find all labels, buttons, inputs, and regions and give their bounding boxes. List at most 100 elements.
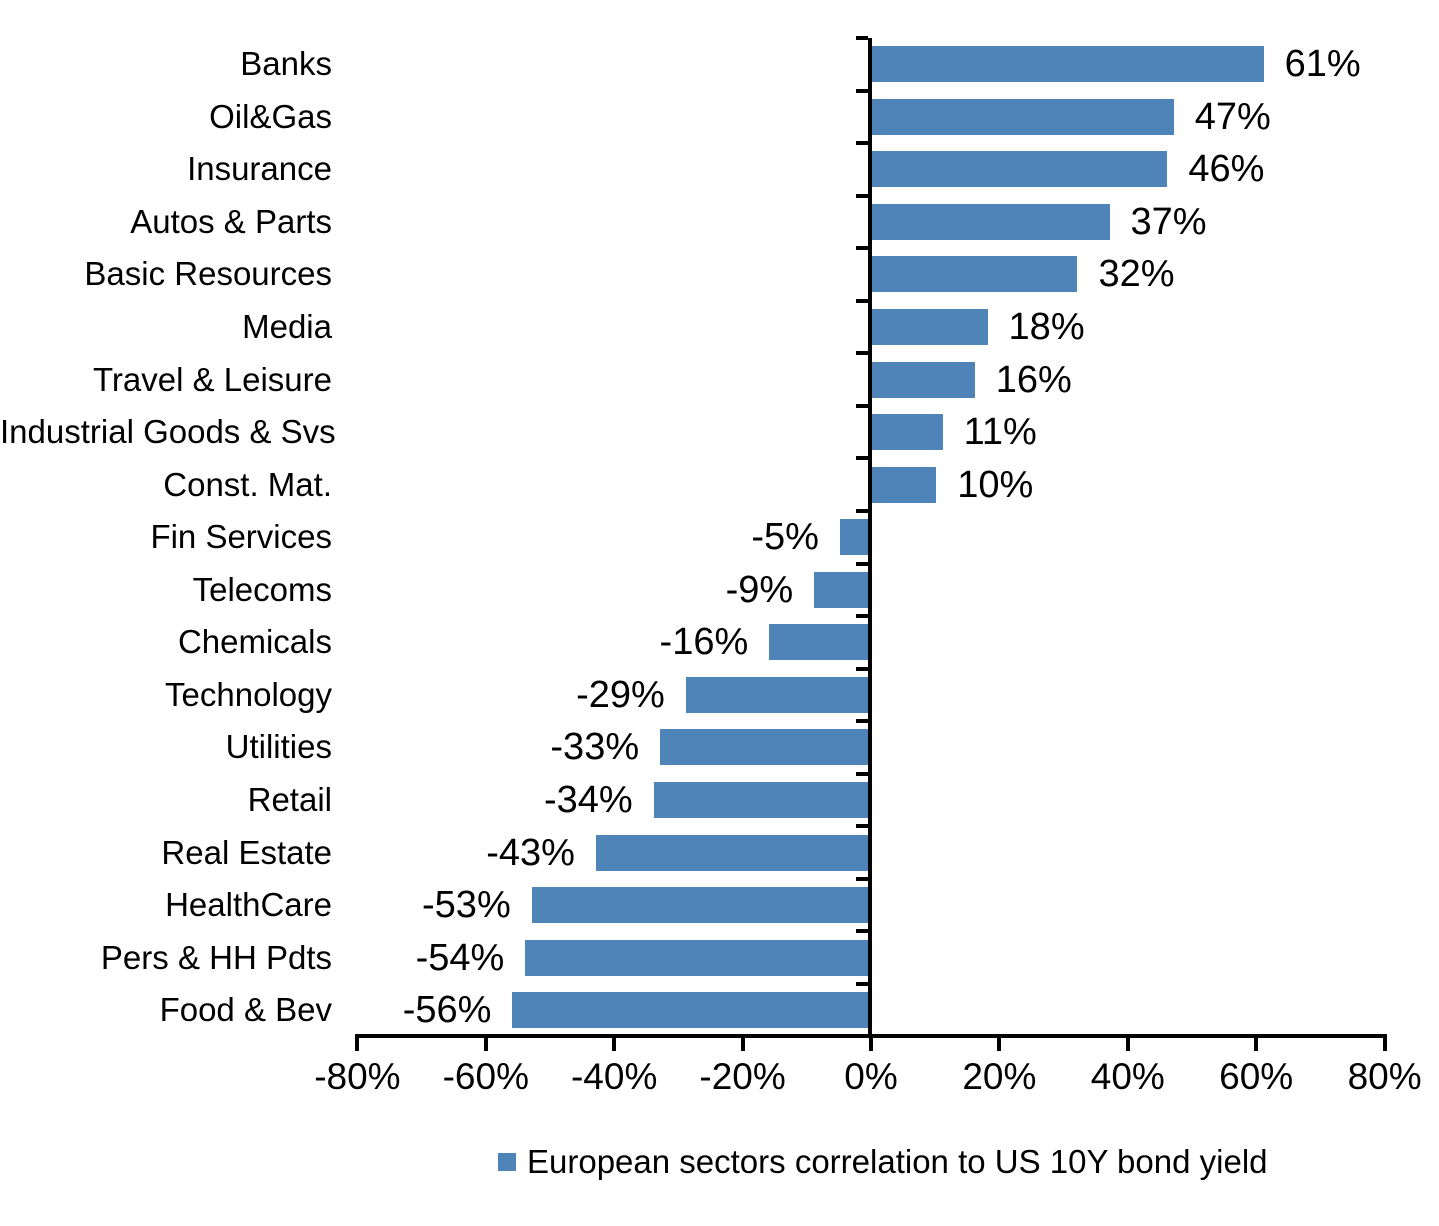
value-label: 47% — [1194, 95, 1271, 138]
value-axis-line — [355, 1034, 1387, 1038]
value-label: -56% — [402, 989, 492, 1032]
category-axis-tick — [856, 929, 868, 934]
category-axis-tick — [856, 141, 868, 146]
bar — [685, 676, 872, 713]
bar — [872, 46, 1264, 83]
category-axis-tick — [856, 614, 868, 619]
value-axis-tick — [740, 1038, 745, 1051]
bar — [525, 939, 872, 976]
category-axis-line — [868, 38, 872, 1038]
value-axis-tick-label: 20% — [962, 1056, 1037, 1097]
bar — [872, 414, 943, 451]
category-axis-tick — [856, 719, 868, 724]
category-axis-tick — [856, 298, 868, 303]
category-label: Food & Bev — [159, 991, 332, 1029]
category-axis-tick — [856, 456, 868, 461]
bar — [512, 992, 872, 1029]
category-label: Media — [242, 308, 332, 346]
legend: European sectors correlation to US 10Y b… — [498, 1140, 1268, 1184]
value-axis-tick — [483, 1038, 488, 1051]
category-label: Pers & HH Pdts — [100, 938, 332, 976]
bar — [814, 571, 872, 608]
category-label: Telecoms — [192, 570, 332, 608]
value-label: 61% — [1284, 43, 1361, 86]
value-axis-tick — [612, 1038, 617, 1051]
value-axis-tick — [997, 1038, 1002, 1051]
value-axis-tick-label: -20% — [699, 1056, 786, 1097]
category-label: Retail — [247, 780, 332, 818]
value-axis-tick — [1254, 1038, 1259, 1051]
category-axis-tick — [856, 88, 868, 93]
value-label: -9% — [725, 568, 794, 611]
category-axis-tick — [856, 561, 868, 566]
value-label: 37% — [1130, 200, 1207, 243]
category-label: Banks — [240, 45, 332, 83]
value-label: -29% — [576, 673, 665, 716]
value-label: 16% — [995, 358, 1072, 401]
value-axis-tick-label: 0% — [844, 1056, 898, 1097]
value-axis-tick — [1125, 1038, 1130, 1051]
category-axis-tick — [856, 508, 868, 513]
category-axis-tick — [856, 403, 868, 408]
legend-label: European sectors correlation to US 10Y b… — [527, 1143, 1268, 1180]
value-axis-tick — [869, 1038, 873, 1051]
category-axis-tick — [856, 876, 868, 881]
category-axis-tick — [856, 193, 868, 198]
value-axis-tick — [1382, 1038, 1387, 1051]
bar — [872, 256, 1078, 293]
bar — [872, 466, 937, 503]
bar — [595, 834, 872, 871]
value-label: -5% — [751, 516, 819, 559]
value-label: 46% — [1188, 148, 1265, 191]
bar — [653, 781, 872, 818]
value-label: 32% — [1098, 253, 1175, 296]
value-label: -33% — [550, 726, 640, 769]
category-label: Utilities — [225, 728, 332, 766]
category-axis-tick — [856, 771, 868, 776]
value-label: -54% — [415, 936, 505, 979]
category-label: HealthCare — [165, 886, 332, 924]
value-label: -43% — [486, 831, 575, 874]
category-label: Autos & Parts — [130, 202, 332, 240]
category-axis-tick — [856, 36, 868, 40]
category-axis-tick — [856, 351, 868, 356]
legend-swatch — [498, 1153, 516, 1171]
value-label: 18% — [1008, 306, 1085, 349]
value-axis-tick-label: 40% — [1090, 1056, 1165, 1097]
value-label: 11% — [963, 411, 1037, 454]
bar — [872, 361, 975, 398]
bar — [660, 729, 872, 766]
bar — [872, 203, 1110, 240]
value-axis-tick-label: -40% — [570, 1056, 658, 1097]
category-label: Basic Resources — [84, 255, 332, 293]
category-label: Industrial Goods & Svs — [0, 413, 336, 451]
value-axis-tick — [355, 1038, 360, 1051]
bar — [872, 309, 988, 346]
category-axis-tick — [856, 246, 868, 251]
category-label: Oil&Gas — [209, 97, 332, 135]
bar — [531, 887, 872, 924]
bar — [872, 151, 1168, 188]
bar — [839, 519, 872, 556]
category-label: Travel & Leisure — [92, 360, 332, 398]
category-label: Real Estate — [161, 833, 332, 871]
category-label: Chemicals — [177, 623, 332, 661]
category-axis-tick — [856, 824, 868, 829]
category-label: Fin Services — [150, 518, 332, 556]
value-axis-tick-label: 60% — [1219, 1056, 1294, 1097]
category-label: Technology — [165, 675, 332, 713]
bar — [872, 98, 1174, 135]
value-label: 10% — [957, 463, 1034, 506]
bar — [769, 624, 872, 661]
value-axis-tick-label: -60% — [442, 1056, 529, 1097]
value-axis-tick-label: 80% — [1347, 1056, 1422, 1097]
category-label: Const. Mat. — [163, 465, 332, 503]
value-label: -16% — [659, 621, 749, 664]
value-label: -53% — [422, 884, 511, 927]
category-label: Insurance — [187, 150, 332, 188]
category-axis-tick — [856, 666, 868, 671]
value-label: -34% — [544, 778, 633, 821]
category-axis-tick — [856, 981, 868, 986]
value-axis-tick-label: -80% — [314, 1056, 401, 1097]
